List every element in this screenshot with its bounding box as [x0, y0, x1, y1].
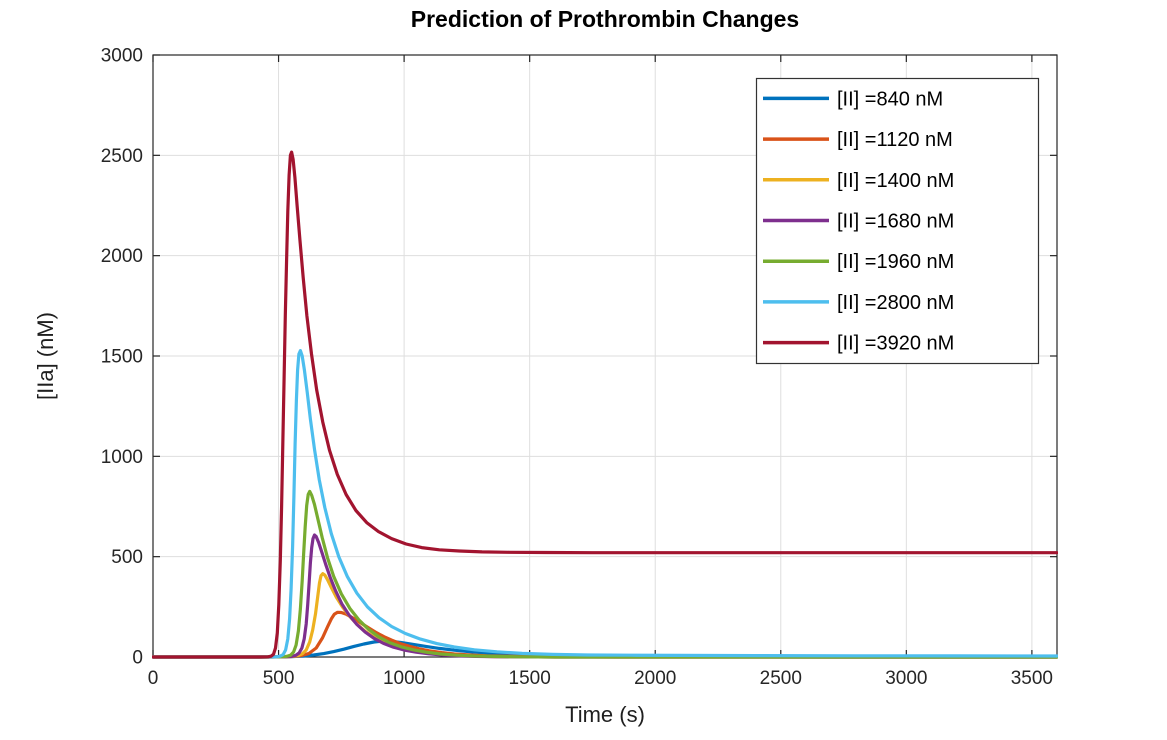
x-tick-label: 2500 — [760, 668, 802, 689]
y-tick-label: 1000 — [101, 447, 143, 468]
y-tick-label: 500 — [111, 547, 143, 568]
legend-entry-label: [II] =840 nM — [837, 88, 943, 110]
legend-entry: [II] =1680 nM — [763, 211, 954, 233]
legend-entry-label: [II] =1680 nM — [837, 211, 954, 233]
y-axis-label: [IIa] (nM) — [33, 311, 58, 401]
legend-entry-label: [II] =2800 nM — [837, 292, 954, 314]
x-tick-label: 2000 — [634, 668, 676, 689]
legend-entry-label: [II] =3920 nM — [837, 333, 954, 355]
x-tick-label: 3000 — [885, 668, 927, 689]
y-tick-label: 1500 — [101, 347, 143, 368]
x-tick-label: 3500 — [1011, 668, 1053, 689]
x-tick-label: 500 — [263, 668, 295, 689]
legend-entry: [II] =2800 nM — [763, 292, 954, 314]
x-tick-label: 1000 — [383, 668, 425, 689]
legend-entry: [II] =840 nM — [763, 88, 943, 110]
x-tick-label: 1500 — [509, 668, 551, 689]
y-tick-label: 2500 — [101, 146, 143, 167]
y-tick-label: 2000 — [101, 246, 143, 267]
legend-entry: [II] =1960 nM — [763, 251, 954, 273]
series-line-6 — [152, 150, 1058, 659]
chart-title: Prediction of Prothrombin Changes — [410, 6, 800, 32]
legend-entry: [II] =1120 nM — [763, 129, 953, 151]
legend: [II] =840 nM [II] =1120 nM [II] =1400 nM [I… — [755, 77, 1040, 365]
legend-entry: [II] =1400 nM — [763, 170, 954, 192]
y-tick-label: 0 — [132, 648, 143, 669]
x-axis-label: Time (s) — [565, 702, 645, 727]
legend-entry-label: [II] =1960 nM — [837, 251, 954, 273]
legend-entry: [II] =3920 nM — [763, 333, 954, 355]
x-tick-label: 0 — [148, 668, 159, 689]
series-line-5 — [152, 349, 1058, 659]
series-line-4 — [152, 489, 1058, 659]
legend-entry-label: [II] =1120 nM — [837, 129, 953, 151]
y-tick-label: 3000 — [101, 46, 143, 67]
series-group — [152, 150, 1058, 659]
legend-entry-label: [II] =1400 nM — [837, 170, 954, 192]
